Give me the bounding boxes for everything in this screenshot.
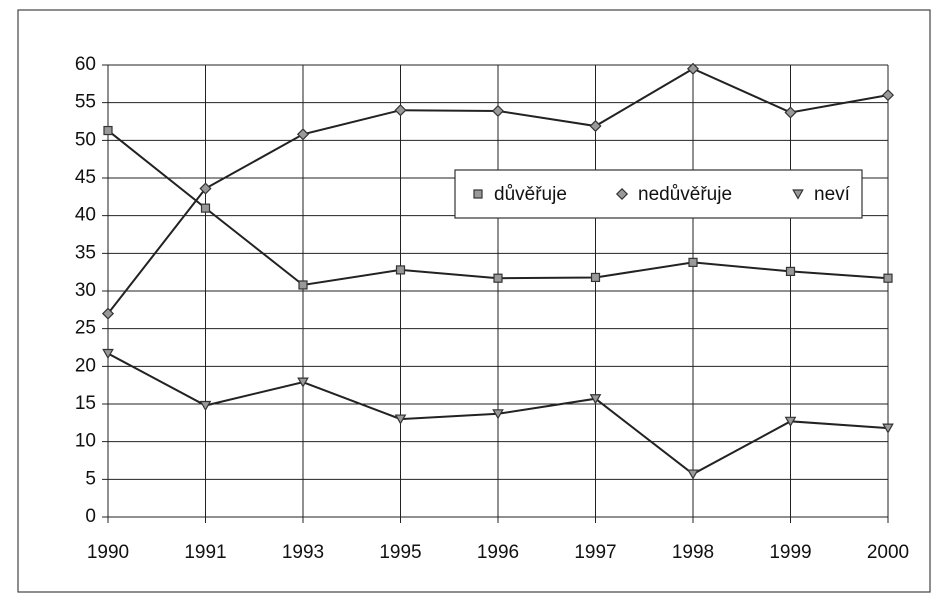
marker xyxy=(473,189,483,199)
marker xyxy=(792,189,804,200)
y-tick-label: 0 xyxy=(85,506,96,527)
marker xyxy=(395,265,406,275)
marker xyxy=(615,187,629,201)
marker xyxy=(298,280,308,290)
y-tick-label: 15 xyxy=(75,393,96,414)
marker xyxy=(688,257,698,267)
y-tick-label: 40 xyxy=(75,205,96,226)
marker xyxy=(589,119,602,133)
marker xyxy=(296,128,310,141)
marker xyxy=(785,266,796,277)
marker xyxy=(101,307,115,320)
x-tick-label: 1999 xyxy=(769,542,811,563)
y-tick-label: 30 xyxy=(75,280,96,301)
y-tick-label: 5 xyxy=(85,468,96,489)
marker xyxy=(589,394,602,405)
marker xyxy=(297,377,309,388)
y-tick-label: 20 xyxy=(75,355,96,376)
legend-label: neví xyxy=(814,184,851,205)
x-tick-label: 2000 xyxy=(867,542,909,563)
marker xyxy=(687,469,699,480)
marker xyxy=(882,423,894,434)
x-tick-label: 1995 xyxy=(379,542,421,563)
marker xyxy=(394,104,407,117)
marker xyxy=(686,62,700,75)
marker xyxy=(102,348,114,360)
x-tick-label: 1996 xyxy=(477,542,519,563)
marker xyxy=(394,414,407,425)
y-tick-label: 60 xyxy=(75,54,96,75)
y-tick-label: 45 xyxy=(75,167,96,188)
marker xyxy=(590,272,601,283)
marker xyxy=(883,273,893,283)
legend-box xyxy=(454,169,863,219)
marker xyxy=(492,409,504,420)
x-tick-label: 1990 xyxy=(87,542,129,563)
chart-frame xyxy=(17,9,931,593)
marker xyxy=(199,400,212,412)
y-tick-label: 35 xyxy=(75,242,96,263)
legend-label: nedůvěřuje xyxy=(638,184,732,205)
y-tick-label: 10 xyxy=(75,431,96,452)
y-tick-label: 55 xyxy=(75,92,96,113)
marker xyxy=(784,106,797,119)
marker xyxy=(784,416,797,427)
marker xyxy=(199,182,212,195)
x-tick-label: 1991 xyxy=(184,542,226,563)
marker xyxy=(493,273,503,283)
marker xyxy=(881,89,895,102)
marker xyxy=(103,125,113,136)
legend: důvěřuje nedůvěřuje neví xyxy=(454,169,863,219)
x-tick-label: 1993 xyxy=(282,542,324,563)
y-tick-label: 25 xyxy=(75,318,96,339)
marker xyxy=(491,104,505,118)
legend-label: důvěřuje xyxy=(494,184,567,205)
y-tick-label: 50 xyxy=(75,129,96,150)
x-tick-label: 1997 xyxy=(574,542,616,563)
marker xyxy=(200,203,211,213)
x-tick-label: 1998 xyxy=(672,542,714,563)
